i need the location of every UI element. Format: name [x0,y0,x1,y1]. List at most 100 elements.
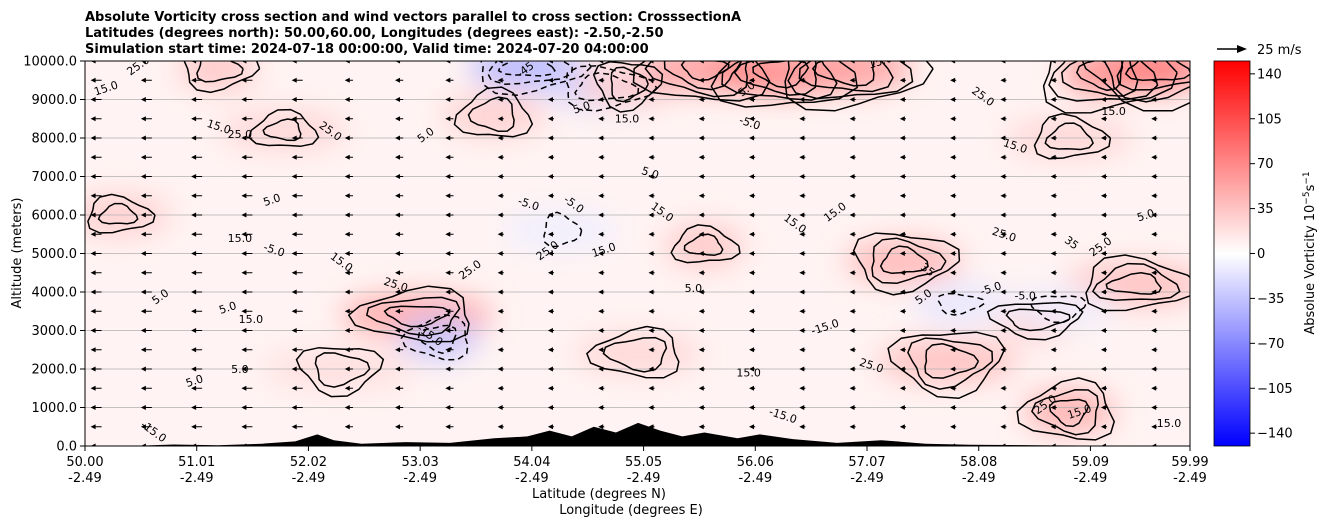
wind-vector-head [1151,116,1157,122]
wind-vector-head [698,193,704,199]
wind-vector-head [598,385,604,391]
wind-vector-head [1000,289,1006,295]
wind-vector-head [191,116,197,122]
wind-vector-head [899,174,905,179]
wind-vector-head [648,328,654,333]
wind-vector-head [849,366,855,372]
y-tick-label: 3000.0 [32,324,78,339]
wind-vector-head [799,212,805,218]
wind-vector-head [749,116,755,122]
wind-vector-head [698,116,704,122]
contour-line [1033,113,1112,160]
wind-vector-head [395,135,401,141]
wind-vector-head [799,97,805,102]
wind-vector-head [799,116,805,122]
y-tick-label: 5000.0 [32,247,78,262]
wind-vector-head [547,424,553,430]
contour-line [937,292,985,316]
wind-vector-head [1151,385,1157,391]
contour-line [574,72,640,102]
wind-vector-head [749,385,755,391]
contour-line [752,61,810,89]
wind-vector-head [1151,289,1157,295]
wind-vector-head [191,61,197,64]
wind-vector-head [1000,154,1006,160]
wind-vector-head [291,251,297,256]
contour-label: 5.0 [1135,207,1156,225]
contour-line [314,352,371,388]
wind-vector-head [648,347,654,353]
wind-vector-head [344,212,350,218]
x-tick-label-lon: -2.49 [68,471,102,486]
wind-vector-head [849,212,855,218]
contour-line [1091,262,1181,302]
wind-vector-head [849,174,855,179]
wind-vector-head [849,385,855,391]
wind-vector-head [950,289,956,295]
colorbar-tick-label: 0 [1257,247,1265,262]
wind-vector-head [598,328,604,333]
wind-vector-head [1000,385,1006,391]
contour-line [1016,377,1116,441]
wind-vector-head [1050,289,1056,295]
wind-vector-head [749,97,755,102]
contour-label: 5.0 [685,282,703,295]
contour-line [887,331,1006,400]
vorticity-blob [574,331,703,376]
wind-vector-head [899,308,905,314]
wind-vector-head [899,366,905,372]
wind-vector-head [749,135,755,141]
wind-vector-head [344,251,350,256]
wind-vector-head [445,289,451,295]
wind-vector-head [598,366,604,372]
wind-vector-head [1050,135,1056,141]
wind-vector-head [1151,61,1157,64]
colorbar-gradient [1213,60,1251,447]
wind-vector-head [950,77,956,83]
wind-vector-head [950,366,956,372]
wind-vector-head [497,61,503,64]
wind-vector-head [749,154,755,160]
wind-vector-head [241,193,247,199]
wind-vector-head [648,174,654,179]
wind-vector-head [90,154,96,160]
wind-vector-head [799,328,805,333]
wind-vector-head [1100,193,1106,199]
wind-vector-head [1100,61,1106,64]
wind-vector-head [1050,308,1056,314]
wind-vector-head [291,405,297,410]
chart-title-line-3: Simulation start time: 2024-07-18 00:00:… [85,42,649,57]
vorticity-blob [664,223,745,268]
wind-vector-head [1000,328,1006,333]
wind-vector-head [445,212,451,218]
wind-vector-head [140,212,146,218]
wind-vector-head [749,289,755,295]
wind-vector-head [1100,212,1106,218]
wind-vector-head [497,308,503,314]
wind-vector-head [90,174,96,179]
wind-vector-head [899,328,905,333]
wind-vector-head [698,289,704,295]
wind-vector-head [1100,289,1106,295]
wind-vector-head [140,193,146,199]
wind-vector-head [648,385,654,391]
wind-vector-head [241,289,247,295]
wind-vector-head [445,405,451,410]
wind-vector-head [344,424,350,430]
wind-vector-head [849,231,855,237]
wind-vector-head [899,212,905,218]
x-tick-label-lat: 54.04 [513,455,550,470]
wind-vector-head [344,135,350,141]
wind-vector-head [598,193,604,199]
wind-vector-head [698,135,704,141]
wind-vector-head [140,77,146,83]
contour-label: 5.0 [184,372,205,390]
contour-line [907,337,994,390]
wind-vector-head [698,385,704,391]
wind-vector-head [749,77,755,83]
vorticity-blob [177,61,258,91]
wind-vector-head [497,212,503,218]
contour-line [453,86,534,138]
y-tick-label: 9000.0 [32,93,78,108]
wind-vector-head [445,251,451,256]
